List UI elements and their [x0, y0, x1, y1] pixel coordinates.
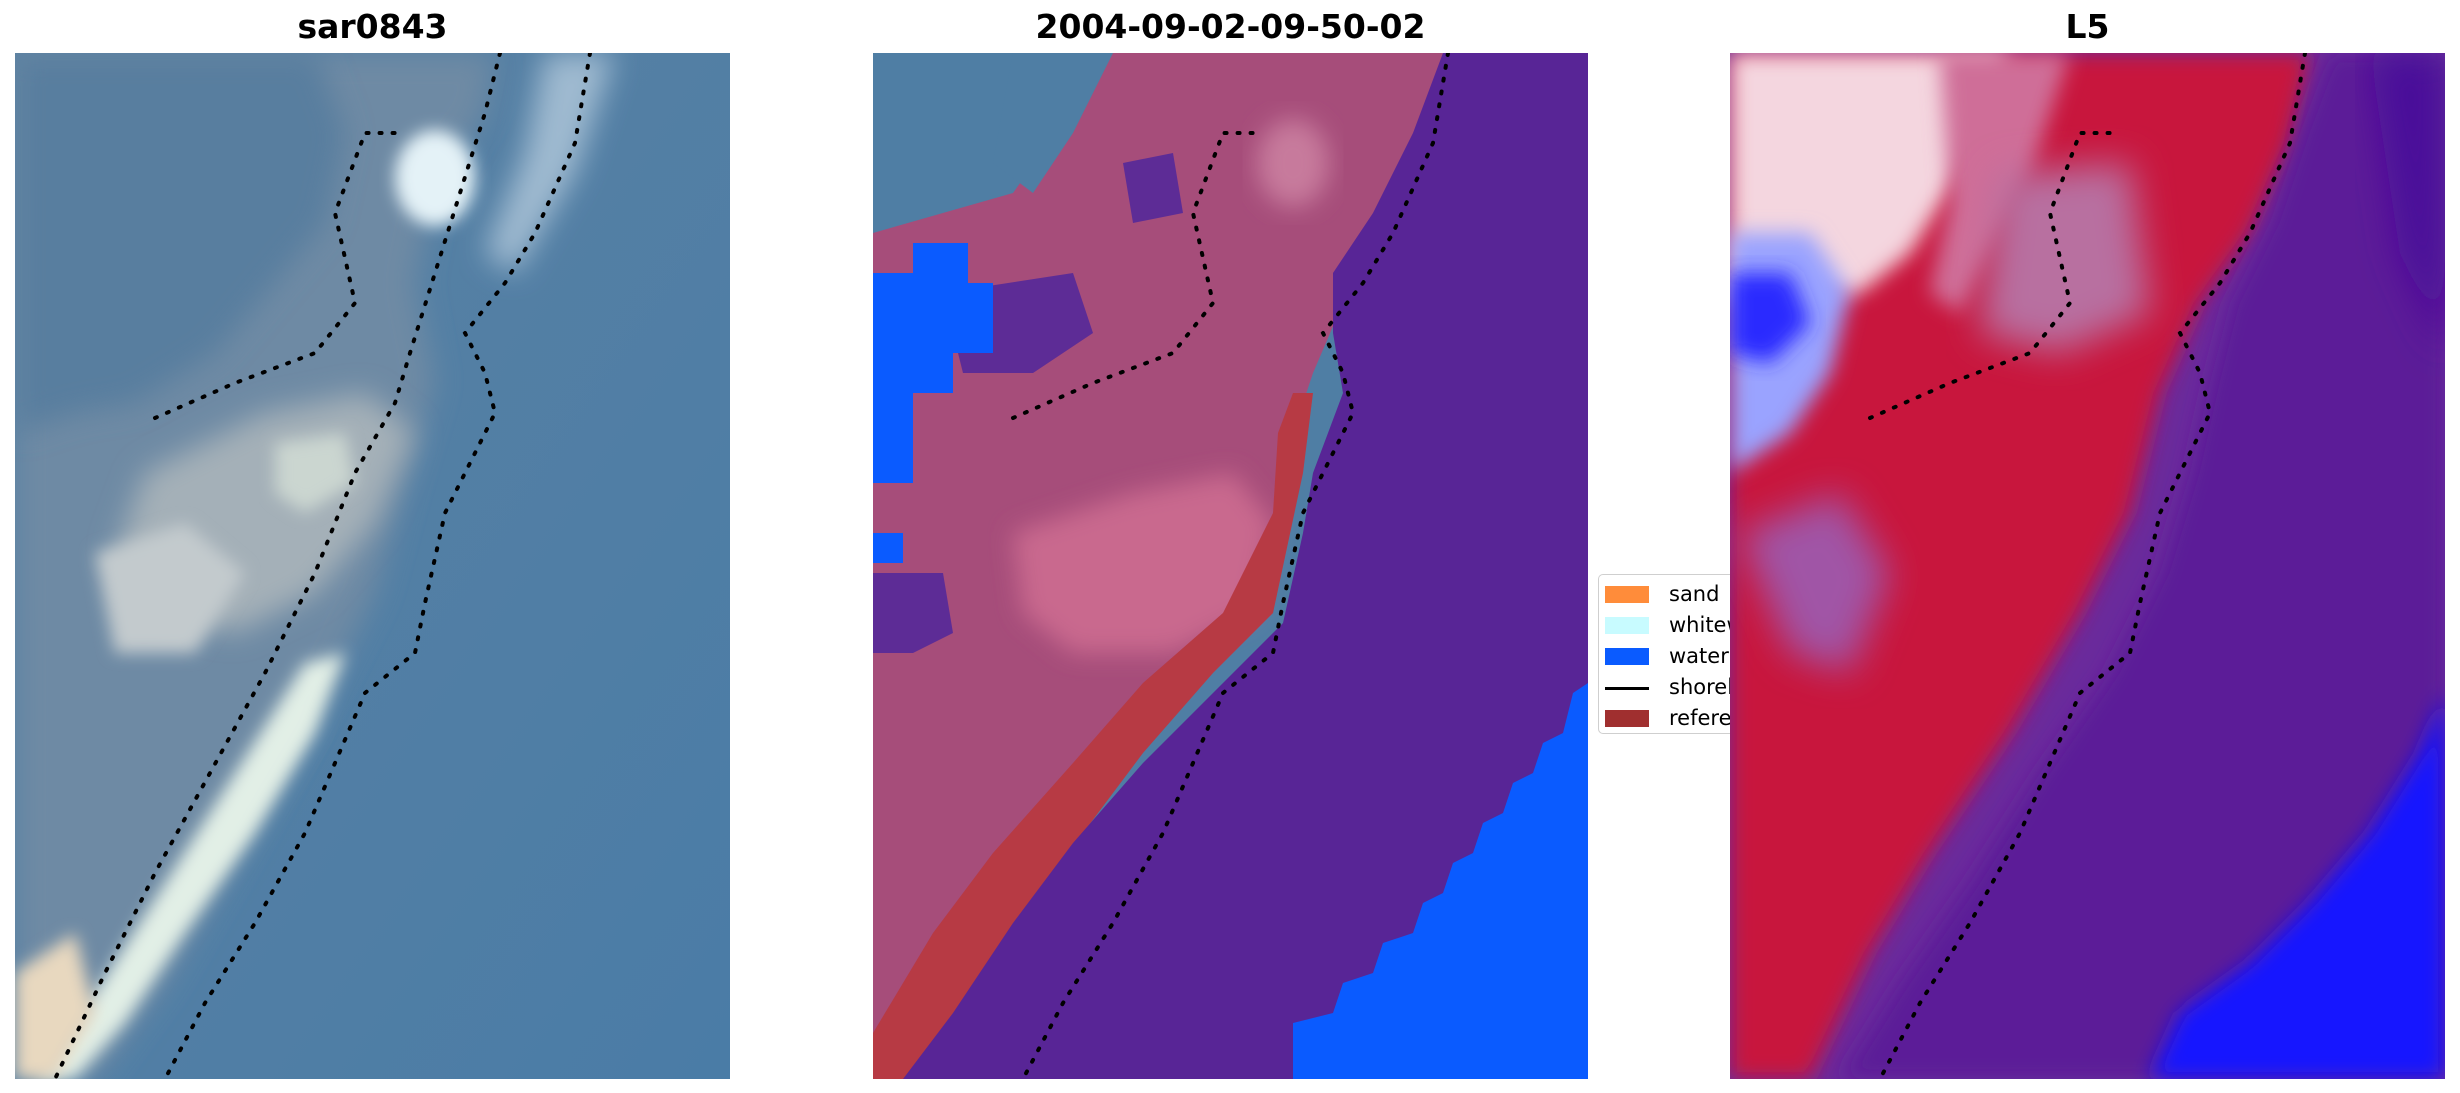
classification-image — [873, 53, 1588, 1079]
legend-item-shoreline: shoreline — [1605, 674, 1730, 700]
index-image — [1730, 53, 2445, 1079]
rgb-image-panel — [15, 53, 730, 1079]
whitewater-swatch — [1605, 617, 1649, 634]
water-swatch — [1605, 648, 1649, 665]
classification-panel — [873, 53, 1588, 1079]
reference-swatch — [1605, 710, 1649, 727]
index-panel — [1730, 53, 2445, 1079]
legend-item-reference-shoreline: reference shoreline — [1605, 705, 1730, 731]
shoreline-line-swatch — [1605, 687, 1649, 690]
sand-swatch — [1605, 586, 1649, 603]
legend-label-reference: reference shoreline — [1669, 706, 1730, 730]
legend-item-water: water — [1605, 643, 1730, 669]
legend-item-sand: sand — [1605, 581, 1730, 607]
rgb-image — [15, 53, 730, 1079]
panel-title-rgb: sar0843 — [297, 7, 448, 46]
legend-label-water: water — [1669, 644, 1729, 668]
legend-label-sand: sand — [1669, 582, 1720, 606]
panel-title-mndwi: L5 — [2065, 7, 2110, 46]
panel-title-classification: 2004-09-02-09-50-02 — [1035, 7, 1426, 46]
legend-label-shoreline: shoreline — [1669, 675, 1730, 699]
